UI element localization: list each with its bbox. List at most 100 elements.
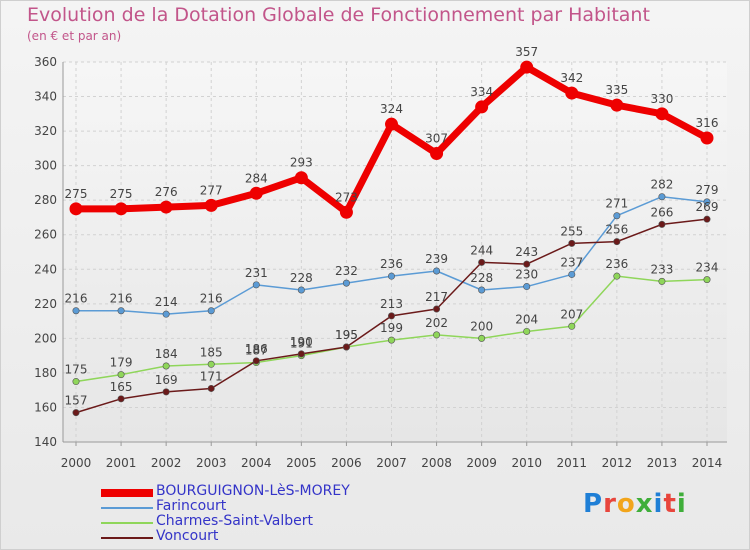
data-point-bourguignon <box>475 100 489 114</box>
data-label-bourguignon: 284 <box>245 171 268 185</box>
data-point-farincourt <box>478 286 486 294</box>
data-point-bourguignon <box>565 86 579 100</box>
data-point-voncourt <box>523 260 531 268</box>
data-label-charmes: 202 <box>425 316 448 330</box>
data-label-farincourt: 279 <box>696 183 719 197</box>
data-label-farincourt: 228 <box>470 271 493 285</box>
y-tick-label: 360 <box>34 55 57 69</box>
data-point-farincourt <box>568 270 576 278</box>
data-point-farincourt <box>252 281 260 289</box>
data-point-charmes <box>387 336 395 344</box>
data-label-voncourt: 157 <box>65 394 88 408</box>
data-point-charmes <box>523 327 531 335</box>
data-point-charmes <box>568 322 576 330</box>
legend-label-voncourt: Voncourt <box>156 528 219 544</box>
data-label-bourguignon: 275 <box>65 187 88 201</box>
data-point-voncourt <box>568 239 576 247</box>
data-point-bourguignon <box>249 186 263 200</box>
data-label-farincourt: 214 <box>155 295 178 309</box>
data-point-farincourt <box>613 212 621 220</box>
data-point-charmes <box>613 272 621 280</box>
data-label-charmes: 179 <box>110 356 133 370</box>
data-label-bourguignon: 273 <box>335 190 358 204</box>
data-label-bourguignon: 316 <box>696 116 719 130</box>
data-point-charmes <box>703 276 711 284</box>
data-point-bourguignon <box>430 147 444 161</box>
data-label-charmes: 175 <box>65 363 88 377</box>
data-label-voncourt: 169 <box>155 373 178 387</box>
data-label-voncourt: 190 <box>290 335 313 349</box>
x-tick-label: 2014 <box>692 456 723 470</box>
data-point-farincourt <box>72 307 80 315</box>
data-point-voncourt <box>117 395 125 403</box>
y-tick-label: 300 <box>34 159 57 173</box>
y-tick-label: 160 <box>34 400 57 414</box>
data-point-voncourt <box>162 388 170 396</box>
data-label-farincourt: 237 <box>560 255 583 269</box>
data-point-voncourt <box>387 312 395 320</box>
data-label-bourguignon: 334 <box>470 85 493 99</box>
data-point-voncourt <box>433 305 441 313</box>
data-point-bourguignon <box>69 202 83 216</box>
data-point-voncourt <box>72 409 80 417</box>
legend-swatch-voncourt <box>101 537 153 539</box>
data-point-farincourt <box>658 193 666 201</box>
data-point-bourguignon <box>610 98 624 112</box>
data-label-farincourt: 228 <box>290 271 313 285</box>
data-point-bourguignon <box>385 117 398 131</box>
data-label-bourguignon: 275 <box>110 187 133 201</box>
data-point-bourguignon <box>159 200 173 214</box>
logo-letter: t <box>663 489 677 519</box>
x-tick-label: 2010 <box>511 456 542 470</box>
data-point-bourguignon <box>294 171 308 185</box>
data-point-farincourt <box>207 307 215 315</box>
data-label-voncourt: 195 <box>335 328 358 342</box>
data-label-farincourt: 239 <box>425 252 448 266</box>
data-label-voncourt: 243 <box>515 245 538 259</box>
data-label-voncourt: 244 <box>470 243 493 257</box>
y-tick-label: 220 <box>34 297 57 311</box>
data-point-charmes <box>117 371 125 379</box>
data-point-voncourt <box>478 258 486 266</box>
data-label-charmes: 184 <box>155 347 178 361</box>
data-point-voncourt <box>207 384 215 392</box>
data-point-farincourt <box>162 310 170 318</box>
data-label-farincourt: 230 <box>515 268 538 282</box>
data-label-voncourt: 165 <box>110 380 133 394</box>
data-label-charmes: 199 <box>380 321 403 335</box>
x-tick-label: 2009 <box>466 456 497 470</box>
data-point-bourguignon <box>204 198 218 212</box>
x-tick-label: 2000 <box>61 456 92 470</box>
data-label-bourguignon: 330 <box>650 92 673 106</box>
logo-letter: x <box>635 489 654 519</box>
data-point-bourguignon <box>114 202 128 216</box>
data-label-bourguignon: 293 <box>290 156 313 170</box>
logo-letter: P <box>583 489 604 519</box>
data-point-bourguignon <box>700 131 714 145</box>
data-label-bourguignon: 335 <box>605 83 628 97</box>
data-label-bourguignon: 357 <box>515 45 538 59</box>
data-label-voncourt: 269 <box>696 200 719 214</box>
data-label-farincourt: 216 <box>110 292 133 306</box>
data-point-voncourt <box>658 220 666 228</box>
y-tick-label: 260 <box>34 228 57 242</box>
data-label-voncourt: 266 <box>650 205 673 219</box>
data-point-charmes <box>478 334 486 342</box>
data-label-charmes: 185 <box>200 345 223 359</box>
legend-label-charmes: Charmes-Saint-Valbert <box>156 513 313 529</box>
data-label-farincourt: 216 <box>200 292 223 306</box>
y-tick-label: 280 <box>34 193 57 207</box>
x-tick-label: 2006 <box>331 456 362 470</box>
data-point-bourguignon <box>339 205 353 219</box>
data-point-farincourt <box>297 286 305 294</box>
data-label-voncourt: 255 <box>560 224 583 238</box>
legend-swatch-charmes <box>101 522 153 524</box>
data-label-charmes: 195 <box>335 328 358 342</box>
data-label-charmes: 233 <box>650 262 673 276</box>
data-point-farincourt <box>523 283 531 291</box>
data-label-farincourt: 236 <box>380 257 403 271</box>
proxiti-logo: Proxiti <box>583 489 687 519</box>
data-point-voncourt <box>703 215 711 223</box>
data-point-charmes <box>433 331 441 339</box>
